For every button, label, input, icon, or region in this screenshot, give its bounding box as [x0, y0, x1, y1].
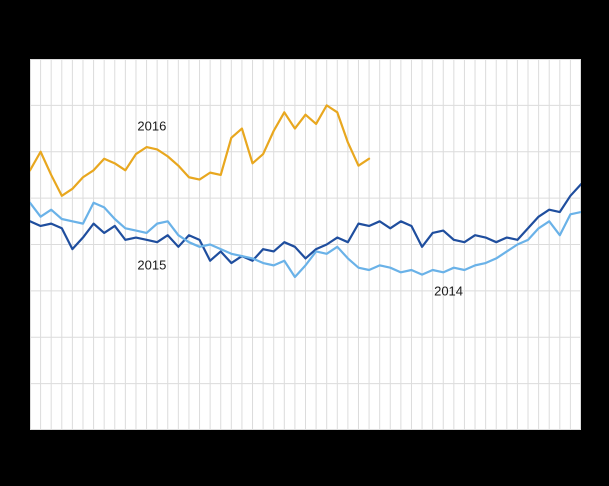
line-chart: [30, 59, 581, 430]
plot-area: 2016 2015 2014: [30, 59, 581, 430]
